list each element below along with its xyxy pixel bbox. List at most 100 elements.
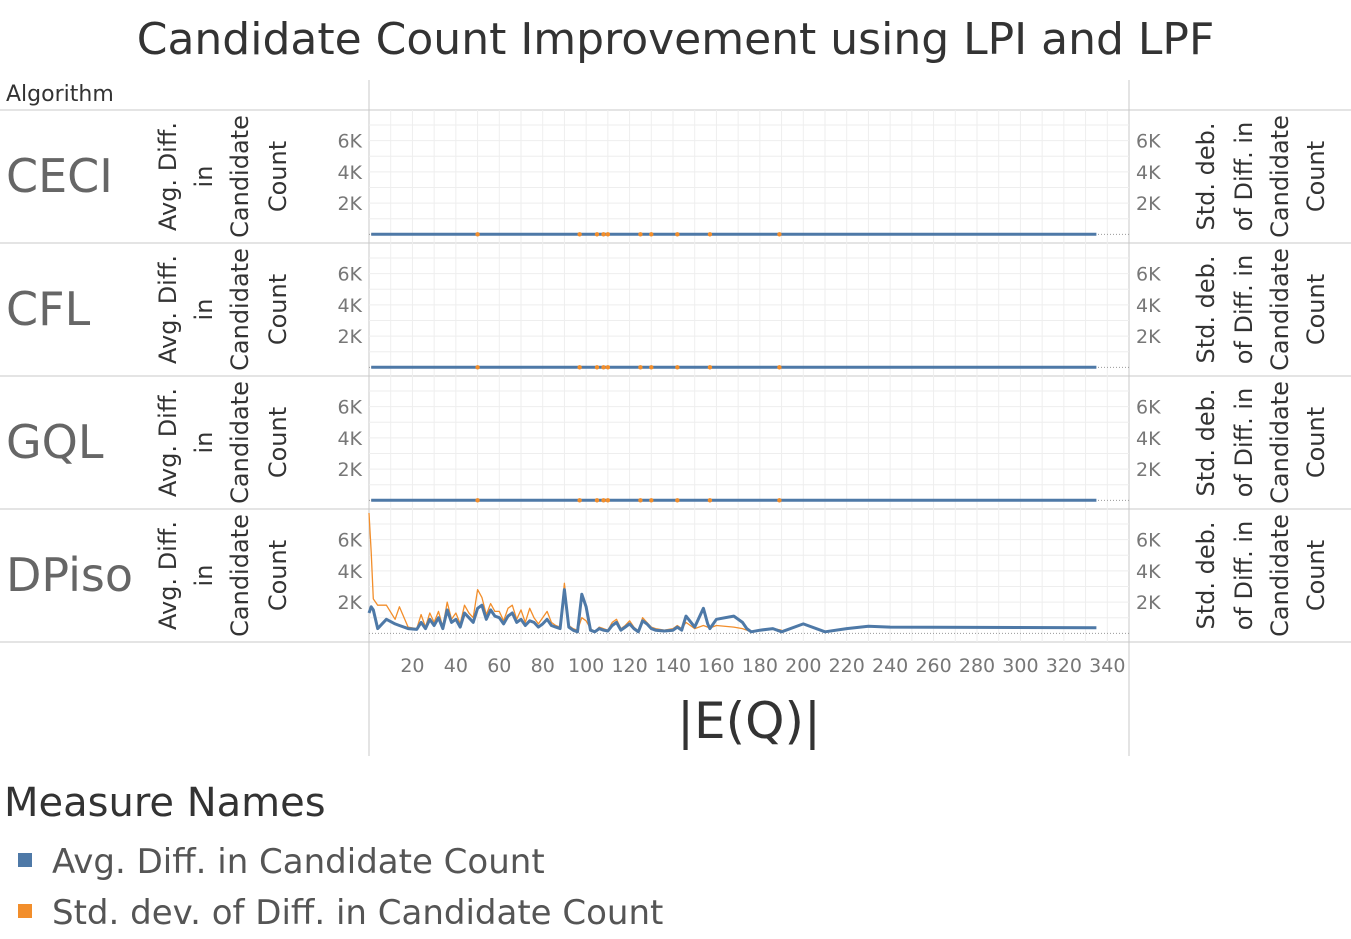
- y-tick-label-left: 4K: [337, 295, 362, 317]
- y-tick-label-right: 2K: [1136, 326, 1161, 348]
- y-tick-label-left: 6K: [337, 397, 362, 419]
- left-axis-title: Candidate: [226, 248, 254, 371]
- series-point-std: [649, 365, 654, 370]
- chart-title: Candidate Count Improvement using LPI an…: [136, 14, 1215, 65]
- y-tick-label-right: 6K: [1136, 397, 1161, 419]
- left-axis-title: Avg. Diff.: [154, 122, 182, 231]
- left-axis-title: Candidate: [226, 381, 254, 504]
- left-axis-title: Candidate: [226, 514, 254, 637]
- left-axis-title: in: [190, 299, 218, 321]
- algorithm-label: CFL: [6, 282, 91, 336]
- panel-cfl: 2K 2K 4K 4K 6K 6K CFL Avg. Diff. in Candidate Coun…: [0, 243, 1351, 377]
- left-axis-title: Candidate: [226, 115, 254, 238]
- y-tick-label-right: 4K: [1136, 162, 1161, 184]
- algorithm-label: DPiso: [6, 548, 133, 602]
- x-tick-label: 340: [1089, 655, 1125, 677]
- panel-ceci: 2K 2K 4K 4K 6K 6K CECI Avg. Diff. in Candidate Cou…: [0, 110, 1351, 244]
- right-axis-title: of Diff. in: [1230, 521, 1258, 631]
- x-tick-label: 140: [655, 655, 691, 677]
- series-point-std: [638, 365, 643, 370]
- y-tick-label-left: 2K: [337, 326, 362, 348]
- left-axis-title: in: [190, 432, 218, 454]
- series-point-std: [601, 498, 606, 503]
- y-tick-label-left: 6K: [337, 530, 362, 552]
- x-tick-label: 80: [531, 655, 555, 677]
- series-point-std: [577, 232, 582, 237]
- series-point-std: [594, 498, 600, 503]
- legend-swatch-avg: [18, 852, 32, 867]
- y-tick-label-left: 2K: [337, 193, 362, 215]
- y-tick-label-right: 4K: [1136, 295, 1161, 317]
- series-point-std: [675, 365, 680, 370]
- x-tick-label: 240: [872, 655, 908, 677]
- series-point-std: [601, 365, 606, 370]
- legend-label-avg: Avg. Diff. in Candidate Count: [52, 842, 545, 882]
- right-axis-title: Count: [1302, 540, 1330, 611]
- series-point-std: [605, 365, 611, 370]
- series-line-avg: [367, 588, 1097, 634]
- y-tick-label-left: 6K: [337, 264, 362, 286]
- y-tick-label-right: 4K: [1136, 561, 1161, 583]
- left-axis-title: Count: [264, 274, 292, 345]
- series-point-std: [707, 498, 713, 503]
- series-point-std: [577, 365, 582, 370]
- x-tick-label: 40: [444, 655, 468, 677]
- series-point-std: [777, 365, 782, 370]
- right-axis-title: Std. deb.: [1192, 256, 1220, 364]
- y-tick-label-right: 6K: [1136, 264, 1161, 286]
- x-tick-label: 20: [400, 655, 424, 677]
- y-tick-label-right: 2K: [1136, 193, 1161, 215]
- y-tick-label-right: 4K: [1136, 428, 1161, 450]
- series-point-std: [777, 498, 782, 503]
- series-point-std: [601, 232, 606, 237]
- right-axis-title: Count: [1302, 274, 1330, 345]
- series-point-std: [707, 365, 713, 370]
- left-axis-title: Avg. Diff.: [154, 388, 182, 497]
- series-point-std: [675, 232, 680, 237]
- series-point-std: [605, 232, 611, 237]
- right-axis-title: Count: [1302, 407, 1330, 478]
- right-axis-title: Candidate: [1266, 514, 1294, 637]
- series-point-std: [577, 498, 582, 503]
- left-axis-title: Count: [264, 407, 292, 478]
- series-point-std: [649, 498, 654, 503]
- row-dimension-label: Algorithm: [6, 82, 114, 107]
- x-axis-label: |E(Q)|: [677, 692, 821, 750]
- right-axis-title: Std. deb.: [1192, 123, 1220, 231]
- series-point-std: [475, 498, 480, 503]
- chart-area: Algorithm 2K 2K 4K 4K 6K 6K CECI Avg. Diff. in Ca…: [0, 80, 1351, 756]
- series-point-std: [594, 365, 600, 370]
- y-tick-label-right: 2K: [1136, 459, 1161, 481]
- series-point-std: [475, 232, 480, 237]
- legend-swatch-std: [18, 903, 32, 918]
- series-point-std: [649, 232, 654, 237]
- y-tick-label-left: 4K: [337, 561, 362, 583]
- algorithm-label: GQL: [6, 415, 104, 469]
- legend-item-std[interactable]: Std. dev. of Diff. in Candidate Count: [18, 893, 663, 933]
- left-axis-title: Count: [264, 540, 292, 611]
- series-point-std: [605, 498, 611, 503]
- legend-title: Measure Names: [4, 780, 326, 826]
- series-point-std: [707, 232, 713, 237]
- y-tick-label-left: 4K: [337, 162, 362, 184]
- series-point-std: [475, 365, 480, 370]
- right-axis-title: of Diff. in: [1230, 255, 1258, 365]
- y-tick-label-right: 6K: [1136, 530, 1161, 552]
- y-tick-label-left: 2K: [337, 592, 362, 614]
- y-tick-label-right: 2K: [1136, 592, 1161, 614]
- legend-item-avg[interactable]: Avg. Diff. in Candidate Count: [18, 842, 545, 882]
- series-point-std: [638, 232, 643, 237]
- series-line-std: [368, 512, 782, 633]
- right-axis-title: of Diff. in: [1230, 122, 1258, 232]
- right-axis-title: Candidate: [1266, 381, 1294, 504]
- algorithm-label: CECI: [6, 149, 113, 203]
- x-tick-label: 200: [785, 655, 821, 677]
- series-point-std: [594, 232, 600, 237]
- x-tick-label: 280: [959, 655, 995, 677]
- y-tick-label-left: 2K: [337, 459, 362, 481]
- x-tick-label: 320: [1046, 655, 1082, 677]
- x-tick-label: 100: [568, 655, 604, 677]
- right-axis-title: Candidate: [1266, 248, 1294, 371]
- panel-dpiso: 2K 2K 4K 4K 6K 6K DPiso Avg. Diff. in Candidate Co…: [0, 509, 1351, 643]
- x-tick-label: 60: [487, 655, 511, 677]
